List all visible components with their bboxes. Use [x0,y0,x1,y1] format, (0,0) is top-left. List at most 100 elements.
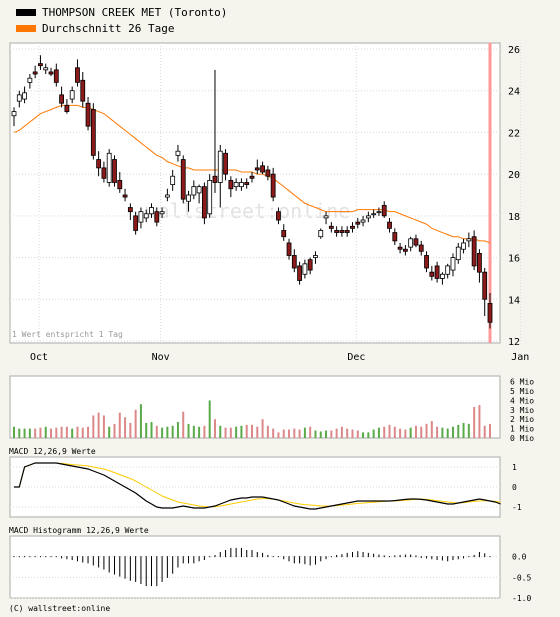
volume-bar [425,423,428,438]
volume-bar [362,432,365,438]
volume-axis-label: 6 Mio [510,378,534,387]
volume-bar [404,429,407,438]
volume-bar [145,422,148,438]
candle-body [11,111,17,117]
volume-bar [118,412,121,438]
volume-bar [314,430,317,438]
volume-panel-frame [9,375,501,439]
volume-bar [240,425,243,438]
candle-body [16,94,22,102]
candle-body [228,179,234,190]
candle-body [392,232,398,242]
volume-bar [13,426,15,438]
volume-bar [113,423,116,438]
volume-bar [261,419,264,438]
candle-body [233,182,239,188]
candle-body [408,238,414,248]
volume-bar [356,430,359,438]
price-axis-label: 14 [508,295,520,306]
candle-body [207,179,213,215]
candle-body [48,71,54,75]
volume-axis-label: 0 Mio [510,434,534,443]
volume-bar [198,426,201,438]
volume-bar [372,429,375,438]
candle-body [313,255,318,258]
histogram-axis-label: -0.5 [512,573,531,582]
volume-axis-label: 1 Mio [510,425,534,434]
volume-bar [219,425,222,438]
volume-bar [87,426,90,438]
candle-body [461,242,466,250]
histogram-axis-label: -1.0 [512,594,531,603]
volume-bar [346,428,349,438]
volume-bar [340,426,343,438]
volume-bar [192,425,195,438]
candle-body [85,102,91,127]
candle-body [265,169,271,177]
volume-bar [245,424,248,438]
volume-bar [478,405,481,438]
volume-bar [81,427,84,438]
volume-bar [367,432,370,438]
volume-bar [60,426,63,438]
footnote: 1 Wert entspricht 1 Tag [12,330,123,339]
volume-bar [256,426,259,438]
candle-body [90,109,96,156]
candle-body [297,265,303,281]
volume-bar [266,425,269,438]
candle-body [59,94,64,104]
candle-body [276,211,281,221]
macd-panel-frame [9,456,501,518]
volume-bar [457,424,460,438]
volume-bar [129,422,132,438]
candle-body [350,225,355,229]
volume-bar [23,428,26,438]
candle-body [117,179,123,190]
candle-body [302,263,308,275]
candle-body [96,159,102,169]
volume-bar [203,425,206,438]
histogram-axis-label: 0.0 [512,553,527,562]
macd-title: MACD 12,26,9 Werte [9,447,96,456]
legend-swatch-black [16,8,36,16]
volume-axis-label: 5 Mio [510,387,534,396]
volume-bar [50,428,53,438]
volume-bar [71,428,74,438]
price-axis-label: 16 [508,254,520,265]
legend-label: Durchschnitt 26 Tage [42,22,175,35]
candle-body [43,67,49,71]
volume-bar [303,427,306,438]
legend-item-average: Durchschnitt 26 Tage [16,22,174,35]
volume-bar [277,432,280,438]
candle-body [397,246,403,250]
macd-axis-label: 1 [512,463,517,472]
price-axis-label: 24 [508,87,520,98]
volume-bar [251,424,253,438]
volume-bar [393,426,396,438]
candle-body [381,205,387,217]
candle-body [101,167,107,179]
volume-bar [166,426,169,438]
volume-bar [134,409,137,438]
volume-bar [155,425,158,438]
candle-body [217,150,223,183]
candle-body [27,77,33,83]
candle-body [270,173,276,198]
candle-body [53,69,59,83]
volume-bar [208,400,211,438]
legend-swatch-orange [16,24,36,32]
volume-bar [330,430,333,438]
candle-body [191,186,197,196]
price-axis-label: 20 [508,170,520,181]
volume-axis-label: 2 Mio [510,415,534,424]
candle-body [434,265,440,279]
candle-body [365,215,371,219]
candle-body [307,259,313,271]
candle-body [402,248,408,252]
candle-body [360,219,366,223]
volume-bar [34,428,37,438]
candle-body [323,215,329,219]
volume-bar [28,428,31,438]
candle-body [127,207,133,213]
candle-body [371,213,377,216]
